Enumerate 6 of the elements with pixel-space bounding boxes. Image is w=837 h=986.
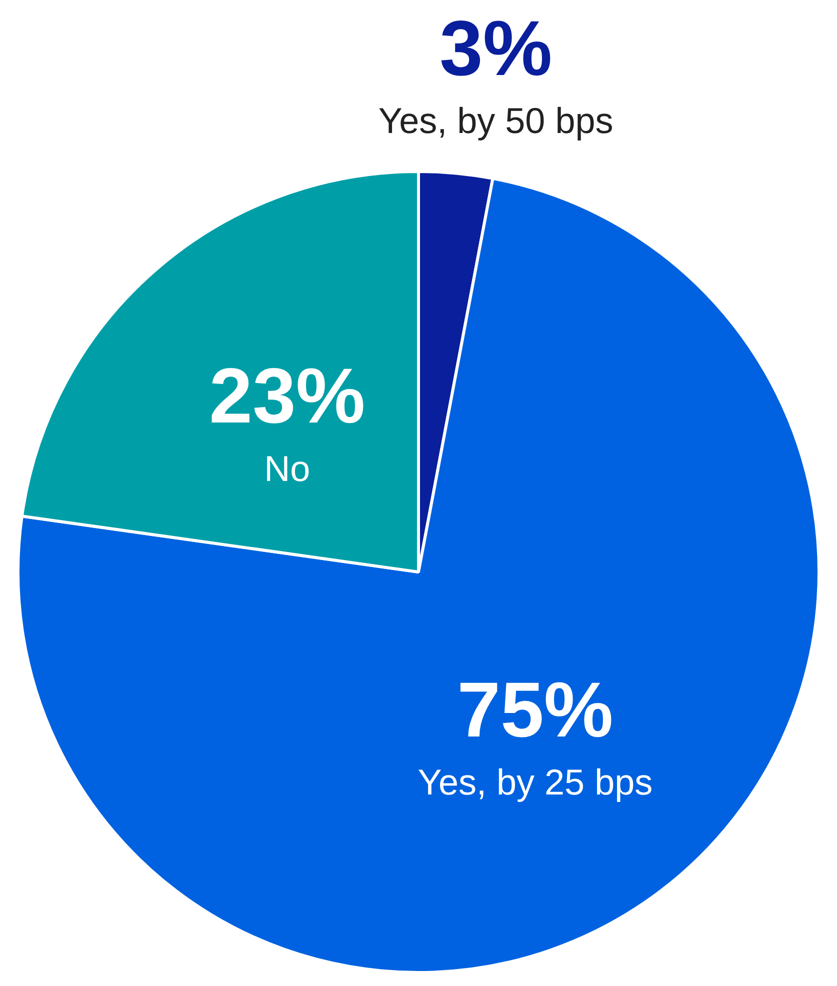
slice-label: Yes, by 50 bps (378, 100, 614, 142)
slice-label: Yes, by 25 bps (418, 762, 653, 803)
data-label: 3% (439, 4, 552, 92)
data-label: 23% (209, 351, 366, 440)
data-label: 75% (457, 665, 614, 754)
slice-label: No (264, 448, 310, 489)
